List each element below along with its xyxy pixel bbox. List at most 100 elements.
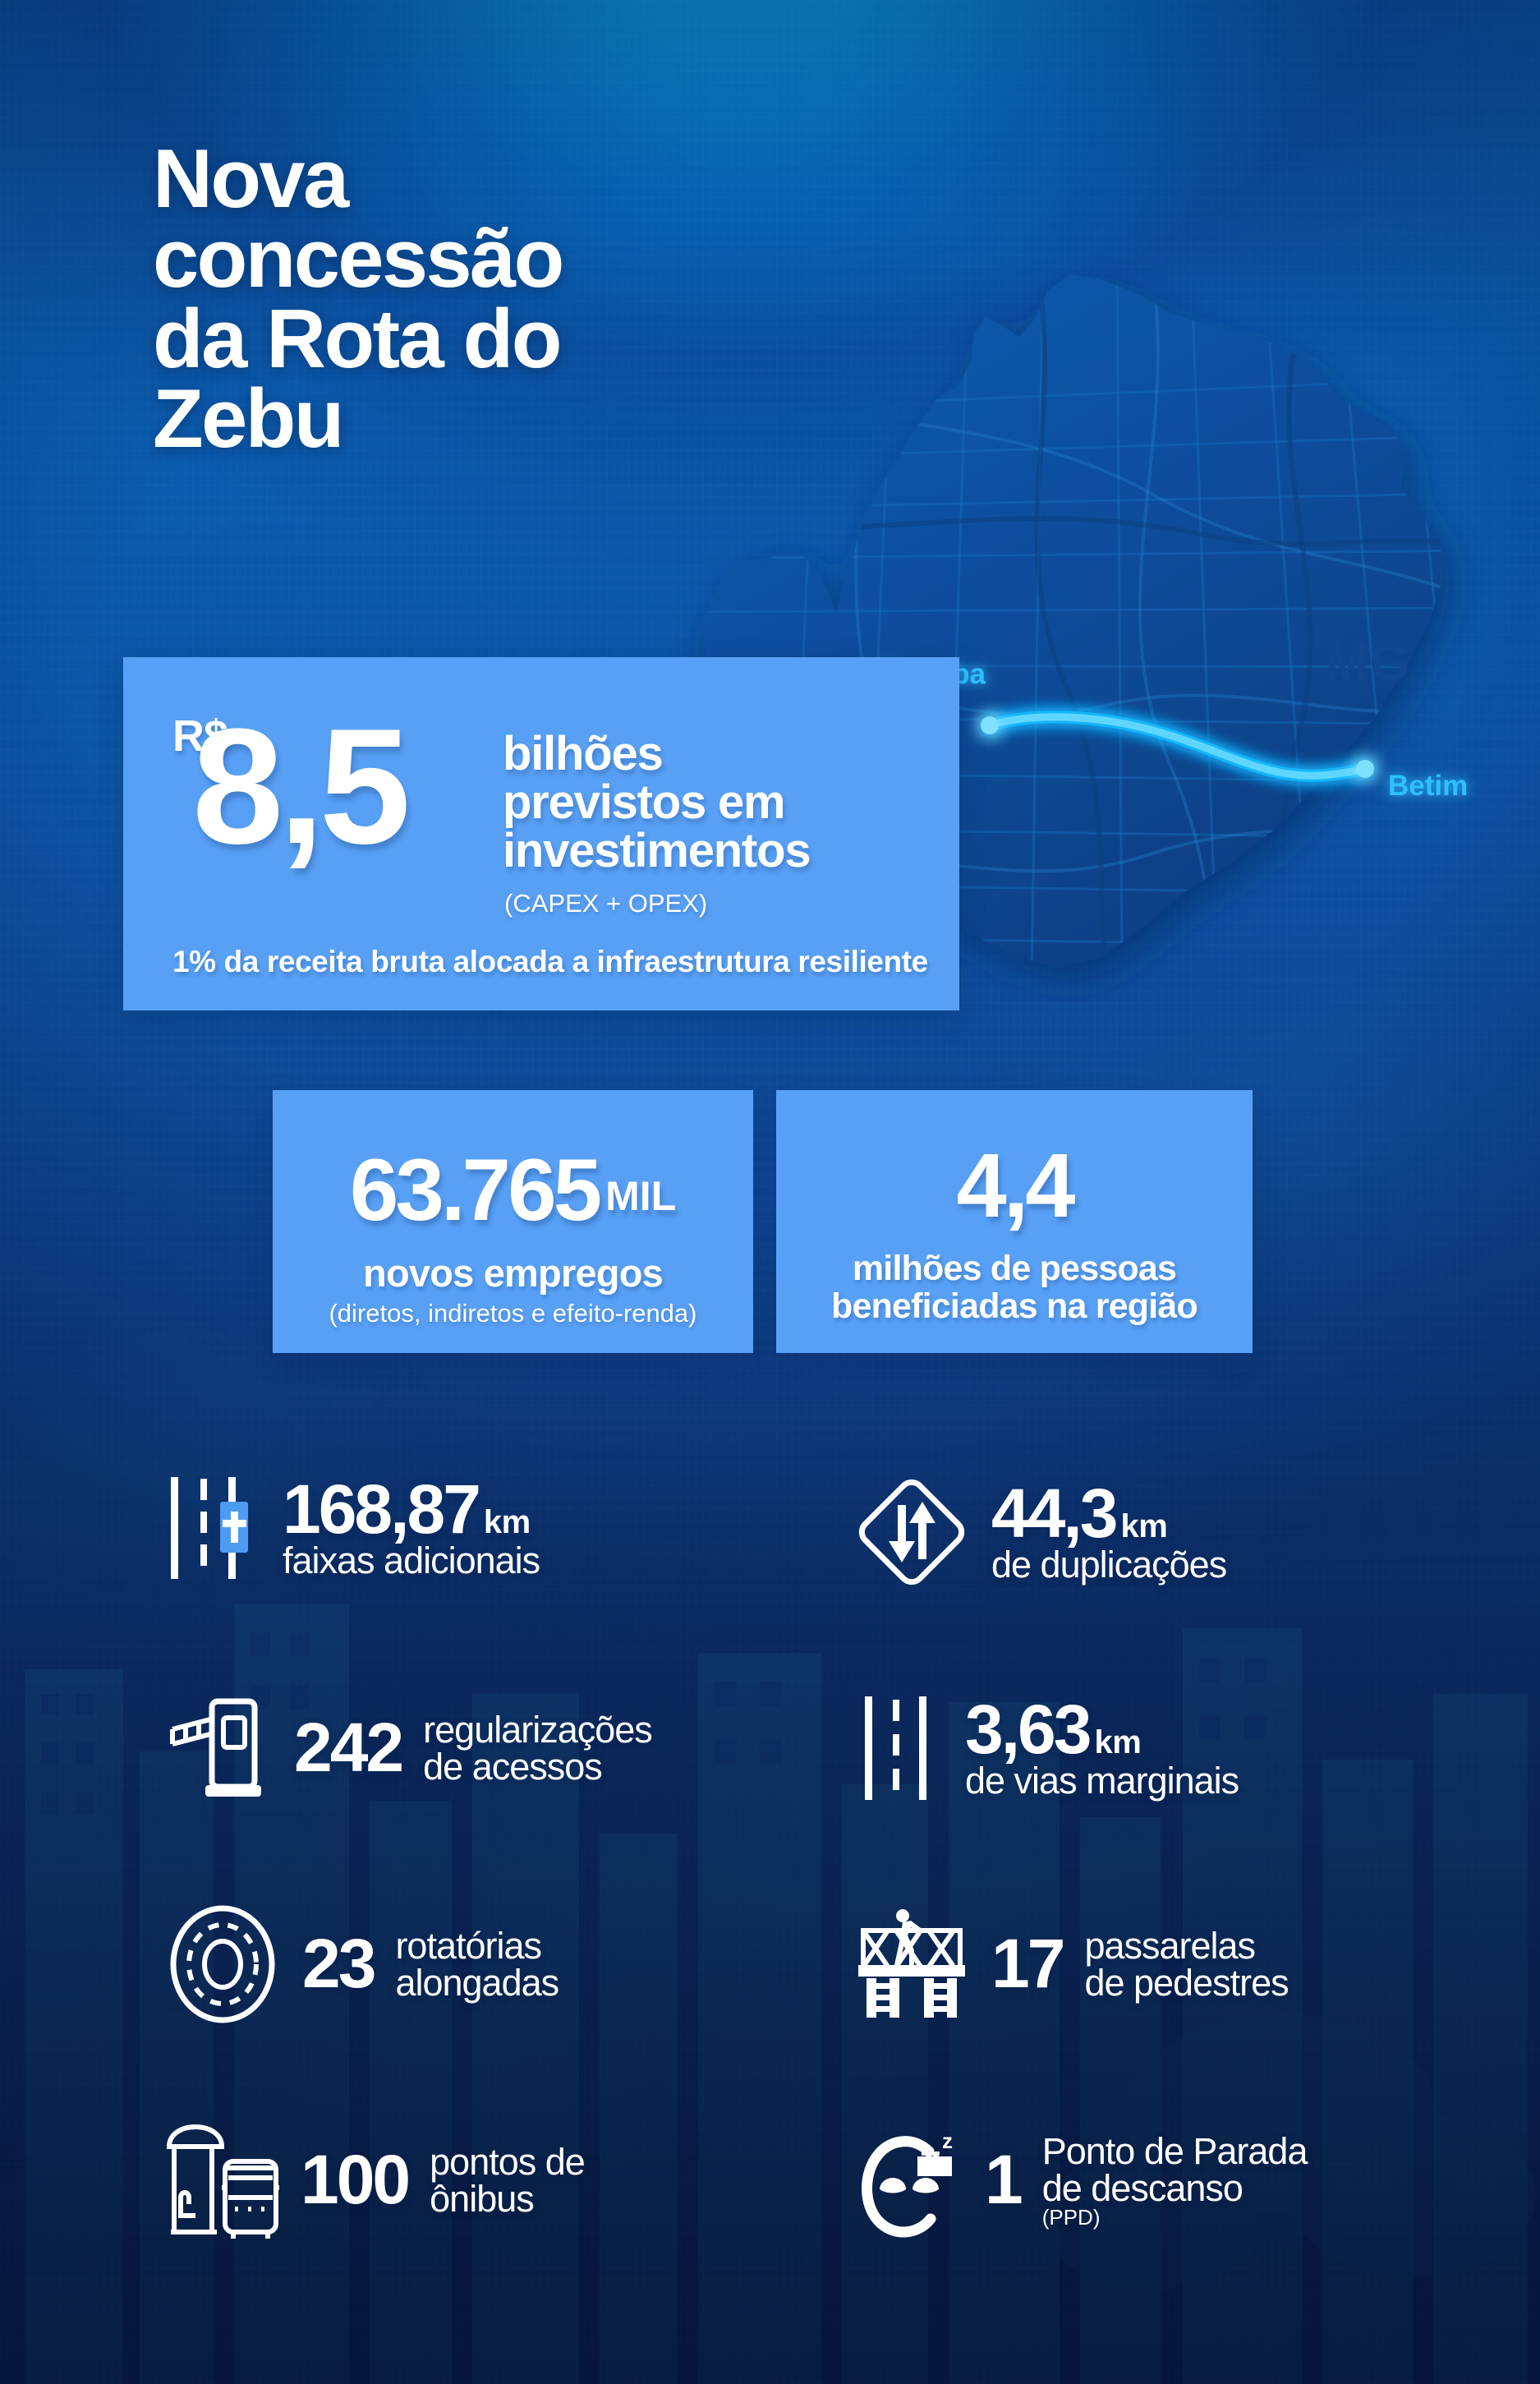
icon-stat-caption: passarelas de pedestres <box>1084 1925 1289 2004</box>
investment-desc-line-2: previstos em <box>503 775 786 830</box>
marginal-road-icon <box>850 1687 940 1810</box>
icon-stat-unit: km <box>1120 1507 1168 1544</box>
stat-jobs-value-row: 63.765 MIL <box>273 1090 753 1234</box>
icon-stat-number: 3,63 <box>965 1690 1092 1768</box>
icon-stat-duplicacoes: 44,3 km de duplicações <box>850 1470 1227 1594</box>
icon-stat-text: 242 regularizações de acessos <box>294 1709 653 1788</box>
rest-area-sleep-icon: Z z <box>850 2119 973 2242</box>
two-way-traffic-sign-icon <box>850 1470 973 1594</box>
icon-stat-number-row: 17 <box>991 1929 1068 1998</box>
map-state-label: MG <box>1325 633 1411 692</box>
icon-stat-number-row: 44,3 km <box>991 1479 1226 1548</box>
icon-stat-caption: de vias marginais <box>965 1762 1239 1799</box>
icon-stat-caption-line-1: rotatórias <box>395 1925 542 1967</box>
icon-stat-row-4: 100 pontos de ônibus <box>0 2119 1540 2335</box>
stat-people-label: milhões de pessoas beneficiadas na regiã… <box>776 1250 1253 1326</box>
icon-stat-caption: regularizações de acessos <box>423 1709 653 1788</box>
icon-stat-row-3: 23 rotatórias alongadas <box>0 1903 1540 2119</box>
page-title: Nova concessão da Rota do Zebu <box>153 133 834 466</box>
icon-stat-number-row: 100 <box>301 2145 413 2214</box>
icon-stat-ponto-parada-descanso: Z z 1 Ponto de Parada de descanso (PPD) <box>850 2119 1308 2242</box>
icon-stat-caption: Ponto de Parada de descanso (PPD) <box>1042 2133 1308 2228</box>
icon-stat-row-1: 168,87 km faixas adicionais <box>0 1470 1540 1687</box>
icon-stat-passarelas: 17 passarelas de pedestres <box>850 1903 1289 2026</box>
icon-stat-text: 1 Ponto de Parada de descanso (PPD) <box>985 2133 1308 2228</box>
icon-stat-caption-line-1: pontos de <box>430 2141 586 2183</box>
icon-stat-caption-line-2: ônibus <box>430 2178 535 2220</box>
icon-stat-rotatorias: 23 rotatórias alongadas <box>161 1903 559 2026</box>
investment-card: R$ 8,5 bilhões previstos em investimento… <box>123 657 959 1010</box>
icon-stat-number-row: 168,87 km <box>283 1475 540 1544</box>
bus-stop-icon <box>161 2119 284 2242</box>
icon-stats-grid: 168,87 km faixas adicionais <box>0 1470 1540 2335</box>
icon-stat-caption: de duplicações <box>991 1544 1227 1586</box>
map-label-betim: Betim <box>1388 770 1468 802</box>
stat-people-label-line-2: beneficiadas na região <box>830 1286 1198 1327</box>
icon-stat-caption-line-1: faixas adicionais <box>283 1539 540 1582</box>
icon-stat-pontos-onibus: 100 pontos de ônibus <box>161 2119 586 2242</box>
icon-stat-caption-line-1: regularizações <box>423 1709 653 1751</box>
stat-jobs-value: 63.765 <box>349 1140 602 1239</box>
pedestrian-overpass-icon <box>850 1903 973 2026</box>
icon-stat-number: 1 <box>985 2141 1023 2219</box>
road-lanes-plus-icon <box>161 1470 268 1585</box>
icon-stat-caption-line-2: de pedestres <box>1084 1962 1289 2004</box>
title-line-4: Zebu <box>153 373 344 466</box>
icon-stat-number: 44,3 <box>991 1474 1118 1552</box>
icon-stat-row-2: 242 regularizações de acessos <box>0 1687 1540 1903</box>
route-origin-dot <box>981 716 999 734</box>
stat-box-jobs: 63.765 MIL novos empregos (diretos, indir… <box>273 1090 753 1353</box>
icon-stat-caption-line-2: alongadas <box>395 1962 559 2004</box>
stat-jobs-sublabel: (diretos, indiretos e efeito-renda) <box>329 1299 697 1328</box>
icon-stat-unit: km <box>483 1503 531 1540</box>
icon-stat-number-row: 1 <box>985 2145 1026 2214</box>
icon-stat-text: 44,3 km de duplicações <box>991 1479 1227 1586</box>
icon-stat-caption-line-1: de vias marginais <box>965 1760 1239 1802</box>
investment-desc-line-3: investimentos <box>503 824 811 878</box>
investment-footnote: 1% da receita bruta alocada a infraestru… <box>172 945 928 978</box>
svg-text:z: z <box>942 2129 953 2153</box>
title-line-2: concessão <box>153 213 564 306</box>
icon-stat-regularizacoes: 242 regularizações de acessos <box>161 1687 653 1810</box>
icon-stat-text: 100 pontos de ônibus <box>301 2141 586 2220</box>
icon-stat-caption: faixas adicionais <box>283 1542 540 1579</box>
title-line-1: Nova <box>153 133 349 225</box>
stat-jobs-unit: MIL <box>605 1173 677 1219</box>
icon-stat-text: 23 rotatórias alongadas <box>302 1927 559 2001</box>
stat-box-people: 4,4 milhões de pessoas beneficiadas na r… <box>776 1090 1253 1353</box>
icon-stat-caption-line-2: de descanso <box>1041 2167 1243 2209</box>
icon-stat-number-row: 23 <box>302 1929 379 1998</box>
stat-people-value: 4,4 <box>956 1135 1076 1236</box>
icon-stat-text: 3,63 km de vias marginais <box>965 1695 1239 1800</box>
title-line-3: da Rota do <box>153 292 562 385</box>
investment-desc-line-1: bilhões <box>503 727 664 780</box>
icon-stat-unit: km <box>1094 1724 1142 1760</box>
icon-stat-caption-line-1: Ponto de Parada <box>1041 2130 1308 2172</box>
roundabout-icon <box>161 1903 284 2026</box>
icon-stat-number: 242 <box>294 1709 404 1787</box>
icon-stat-caption: rotatórias alongadas <box>395 1927 559 2001</box>
investment-description: bilhões previstos em investimentos <box>503 727 946 878</box>
icon-stat-text: 17 passarelas de pedestres <box>991 1927 1289 2001</box>
icon-stat-number: 17 <box>991 1925 1065 2003</box>
toll-barrier-icon <box>161 1687 276 1810</box>
icon-stat-number: 100 <box>301 2141 411 2219</box>
icon-stat-number: 23 <box>302 1925 376 2003</box>
svg-text:Z: Z <box>919 2144 941 2184</box>
icon-stat-caption-line-1: passarelas <box>1084 1925 1256 1967</box>
stat-jobs-label: novos empregos <box>363 1251 664 1295</box>
icon-stat-faixas-adicionais: 168,87 km faixas adicionais <box>161 1470 540 1585</box>
route-destination-dot <box>1356 760 1374 778</box>
investment-value: 8,5 <box>192 695 411 878</box>
icon-stat-caption: pontos de ônibus <box>430 2141 586 2220</box>
icon-stat-number: 168,87 <box>283 1470 481 1548</box>
icon-stat-caption-line-1: de duplicações <box>991 1544 1227 1586</box>
investment-note: (CAPEX + OPEX) <box>504 889 708 918</box>
icon-stat-number-row: 242 <box>294 1713 407 1782</box>
stat-people-label-line-1: milhões de pessoas <box>852 1249 1177 1288</box>
icon-stat-note: (PPD) <box>1041 2205 1101 2230</box>
icon-stat-vias-marginais: 3,63 km de vias marginais <box>850 1687 1239 1810</box>
icon-stat-caption-line-2: de acessos <box>423 1746 603 1788</box>
icon-stat-number-row: 3,63 km <box>965 1695 1239 1764</box>
